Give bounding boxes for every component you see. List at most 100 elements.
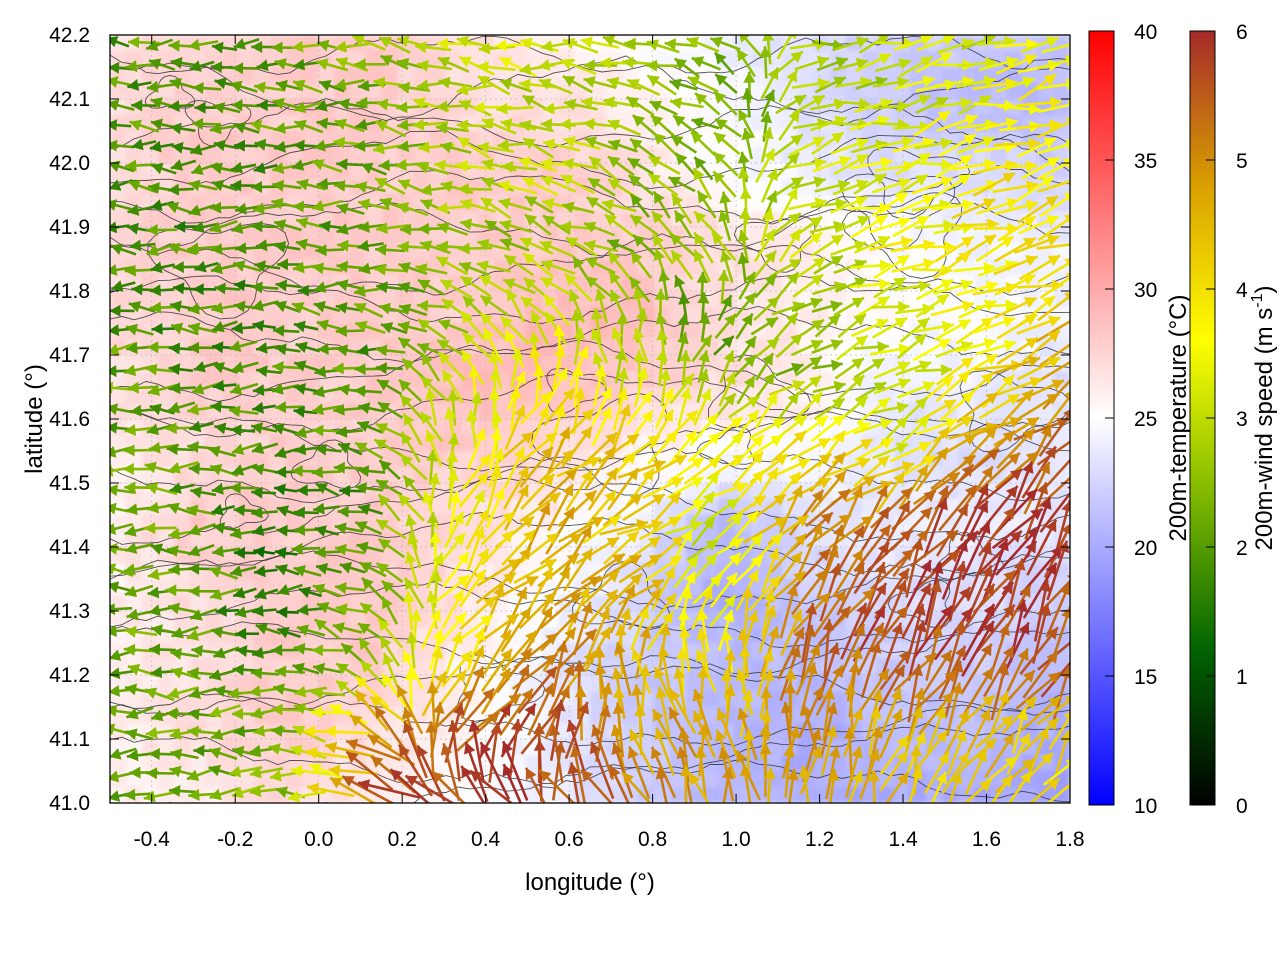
heatmap-cell xyxy=(702,147,719,164)
heatmap-cell xyxy=(366,339,383,356)
heatmap-cell xyxy=(446,67,463,84)
colorbar-tick-label: 35 xyxy=(1134,150,1157,173)
y-tick-label: 41.5 xyxy=(49,472,90,495)
x-tick-label: 1.6 xyxy=(972,828,1001,851)
heatmap-cell xyxy=(686,259,703,276)
y-tick-label: 42.2 xyxy=(49,24,90,47)
y-tick-label: 41.4 xyxy=(49,536,90,559)
heatmap-cell xyxy=(798,195,815,212)
heatmap-cell xyxy=(318,227,335,244)
colorbar-tick-label: 10 xyxy=(1134,795,1157,818)
heatmap-cell xyxy=(350,163,367,180)
heatmap-cell xyxy=(926,147,943,164)
heatmap-cell xyxy=(798,259,815,276)
heatmap-cell xyxy=(414,659,431,676)
heatmap-cell xyxy=(798,211,815,228)
heatmap-cell xyxy=(766,323,783,340)
heatmap-cell xyxy=(478,51,495,68)
heatmap-cell xyxy=(430,307,447,324)
colorbar-tick-label: 3 xyxy=(1236,408,1248,431)
heatmap-cell xyxy=(926,291,943,308)
heatmap-cell xyxy=(654,787,671,803)
heatmap-cell xyxy=(750,259,767,276)
heatmap-cell xyxy=(382,291,399,308)
heatmap-cell xyxy=(526,83,543,100)
heatmap-cell xyxy=(686,195,703,212)
colorbar-tick-label: 0 xyxy=(1236,795,1248,818)
heatmap-cell xyxy=(254,147,271,164)
heatmap-cell xyxy=(366,243,383,260)
heatmap-cell xyxy=(686,307,703,324)
heatmap-cell xyxy=(446,323,463,340)
heatmap-cell xyxy=(126,307,143,324)
heatmap-cell xyxy=(302,131,319,148)
heatmap-cell xyxy=(174,579,191,596)
colorbar-tick-label: 25 xyxy=(1134,408,1157,431)
heatmap-cell xyxy=(430,67,447,84)
heatmap-cell xyxy=(174,515,191,532)
heatmap-cell xyxy=(238,179,255,196)
heatmap-cell xyxy=(734,99,751,116)
heatmap-cell xyxy=(622,259,639,276)
heatmap-cell xyxy=(318,451,335,468)
heatmap-cell xyxy=(1022,787,1039,803)
heatmap-cell xyxy=(686,339,703,356)
heatmap-cell xyxy=(126,147,143,164)
x-tick-label: 0.4 xyxy=(471,828,501,851)
heatmap-cell xyxy=(430,275,447,292)
heatmap-cell xyxy=(190,51,207,68)
heatmap-cell xyxy=(446,211,463,228)
heatmap-cell xyxy=(574,499,591,516)
heatmap-cell xyxy=(782,131,799,148)
heatmap-cell xyxy=(686,675,703,692)
heatmap-cell xyxy=(190,371,207,388)
wind-speed-colorbar-title-main: 200m-wind speed (m s xyxy=(1251,308,1278,551)
heatmap-cell xyxy=(318,147,335,164)
heatmap-cell xyxy=(190,67,207,84)
x-tick-label: 0.6 xyxy=(555,828,584,851)
heatmap-cell xyxy=(734,115,751,132)
x-tick-label: 1.0 xyxy=(721,828,750,851)
heatmap-cell xyxy=(750,99,767,116)
x-axis-title: longitude (°) xyxy=(525,869,655,896)
heatmap-cell xyxy=(910,227,927,244)
heatmap-cell xyxy=(270,227,287,244)
heatmap-cell xyxy=(366,211,383,228)
heatmap-cell xyxy=(910,675,927,692)
heatmap-cell xyxy=(702,195,719,212)
heatmap-cell xyxy=(702,691,719,708)
y-tick-label: 41.0 xyxy=(49,792,90,815)
heatmap-cell xyxy=(430,147,447,164)
heatmap-cell xyxy=(158,675,175,692)
heatmap-cell xyxy=(302,163,319,180)
heatmap-cell xyxy=(126,227,143,244)
heatmap-cell xyxy=(174,211,191,228)
heatmap-cell xyxy=(574,227,591,244)
heatmap-cell xyxy=(414,67,431,84)
heatmap-cell xyxy=(798,163,815,180)
heatmap-cell xyxy=(446,275,463,292)
x-tick-label: 1.8 xyxy=(1055,828,1084,851)
heatmap-cell xyxy=(350,147,367,164)
x-tick-label: 0.0 xyxy=(304,828,333,851)
heatmap-cell xyxy=(862,291,879,308)
heatmap-cell xyxy=(1038,259,1055,276)
heatmap-cell xyxy=(222,243,239,260)
y-tick-label: 41.6 xyxy=(49,408,90,431)
heatmap-cell xyxy=(590,595,607,612)
heatmap-cell xyxy=(254,227,271,244)
heatmap-cell xyxy=(382,83,399,100)
heatmap-cell xyxy=(846,67,863,84)
heatmap-cell xyxy=(334,67,351,84)
heatmap-cell xyxy=(254,67,271,84)
heatmap-cell xyxy=(702,67,719,84)
heatmap-cell xyxy=(206,147,223,164)
wind-speed-colorbar-title: 200m-wind speed (m s-1) xyxy=(1249,286,1278,551)
heatmap-cell xyxy=(446,147,463,164)
heatmap-cell xyxy=(446,547,463,564)
heatmap-cell xyxy=(478,227,495,244)
colorbar-tick-label: 20 xyxy=(1134,537,1157,560)
heatmap-cell xyxy=(798,147,815,164)
heatmap-cell xyxy=(1054,67,1070,84)
